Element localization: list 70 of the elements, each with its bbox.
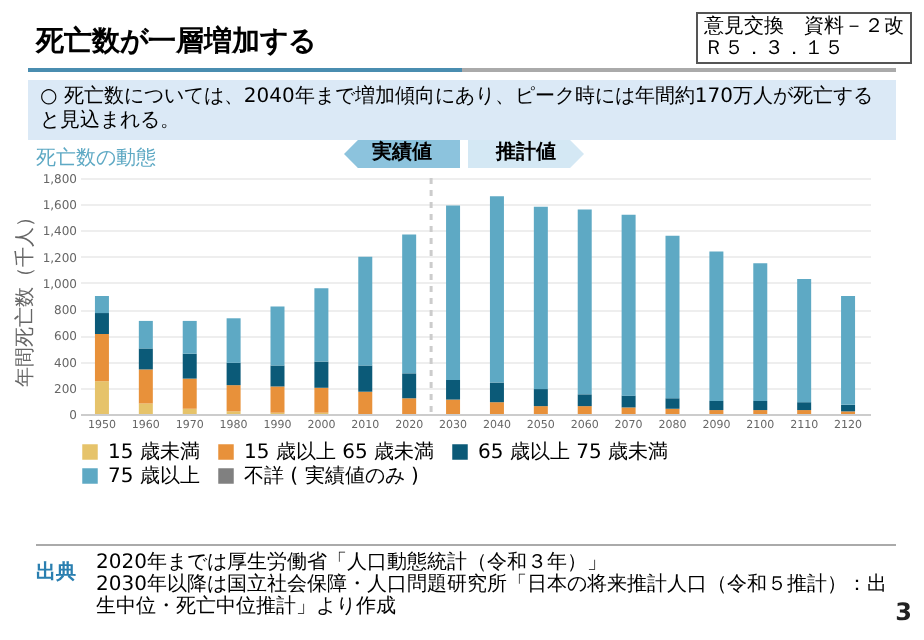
bar bbox=[489, 196, 504, 383]
bar bbox=[314, 361, 329, 388]
bar bbox=[797, 278, 812, 403]
legend-label: 15 歳以上 65 歳未満 bbox=[244, 440, 434, 464]
bar bbox=[358, 391, 373, 414]
text: 出典 bbox=[36, 559, 76, 586]
legend-label: 15 歳未満 bbox=[108, 440, 200, 464]
bar bbox=[270, 386, 285, 413]
bar bbox=[665, 398, 680, 409]
bar bbox=[138, 369, 153, 404]
legend-label: 不詳 ( 実績値のみ ) bbox=[244, 464, 419, 488]
bar bbox=[182, 378, 197, 409]
bar bbox=[446, 399, 461, 414]
bar bbox=[621, 395, 636, 408]
bar bbox=[270, 365, 285, 387]
text: Ｒ５．３．１５ bbox=[704, 38, 846, 60]
chart-title: 死亡数が一層増加する bbox=[36, 24, 316, 60]
bar bbox=[94, 334, 109, 382]
bar bbox=[665, 235, 680, 399]
bar bbox=[446, 205, 461, 380]
bar bbox=[94, 313, 109, 335]
bar bbox=[226, 385, 241, 412]
bar bbox=[533, 389, 548, 407]
bar bbox=[182, 353, 197, 379]
bar bbox=[577, 209, 592, 395]
bar bbox=[358, 365, 373, 392]
bar bbox=[797, 402, 812, 411]
legend-label: 75 歳以上 bbox=[108, 464, 200, 488]
text: ○ 死亡数については、2040年まで増加傾向にあり、ピーク時には年間約170万人が死亡すると見込まれる。 bbox=[28, 80, 896, 140]
bar bbox=[841, 296, 856, 405]
bar bbox=[621, 407, 636, 414]
bar bbox=[533, 206, 548, 390]
bar bbox=[270, 306, 285, 366]
bar bbox=[402, 398, 417, 414]
bar bbox=[402, 234, 417, 374]
bar bbox=[358, 256, 373, 366]
bar bbox=[314, 387, 329, 413]
text: 意見交換 資料－２改 bbox=[704, 16, 904, 38]
bar bbox=[94, 381, 109, 414]
text: 3 bbox=[895, 598, 912, 626]
bar bbox=[489, 382, 504, 403]
bar bbox=[621, 214, 636, 396]
bar bbox=[314, 288, 329, 362]
y-axis-title: 年間死亡数（千人） bbox=[12, 207, 37, 387]
text: 推計値 bbox=[468, 140, 584, 168]
bar bbox=[577, 394, 592, 407]
bar bbox=[841, 404, 856, 412]
bar bbox=[446, 379, 461, 400]
legend-label: 65 歳以上 75 歳未満 bbox=[478, 440, 668, 464]
bar bbox=[182, 408, 197, 414]
text: 2030年以降は国立社会保障・人口問題研究所「日本の将来推計人口（令和５推計）：出生中位・死亡中位推計」より作成 bbox=[96, 574, 889, 618]
bar bbox=[489, 402, 504, 414]
bar bbox=[709, 251, 724, 401]
text: 2020年までは厚生労働省「人口動態統計（令和３年）」 bbox=[96, 552, 607, 574]
bar bbox=[226, 318, 241, 363]
bar bbox=[709, 400, 724, 411]
bar bbox=[94, 296, 109, 314]
bar bbox=[138, 320, 153, 349]
bar bbox=[138, 348, 153, 370]
bar bbox=[138, 403, 153, 414]
text: 実績値 bbox=[344, 140, 460, 168]
chart-subtitle: 死亡数の動態 bbox=[36, 145, 156, 172]
bar bbox=[577, 406, 592, 414]
bar bbox=[665, 408, 680, 414]
bar bbox=[753, 263, 768, 401]
bar bbox=[753, 400, 768, 411]
bar bbox=[226, 362, 241, 386]
bar bbox=[533, 406, 548, 414]
bar bbox=[182, 320, 197, 354]
bar bbox=[402, 373, 417, 399]
